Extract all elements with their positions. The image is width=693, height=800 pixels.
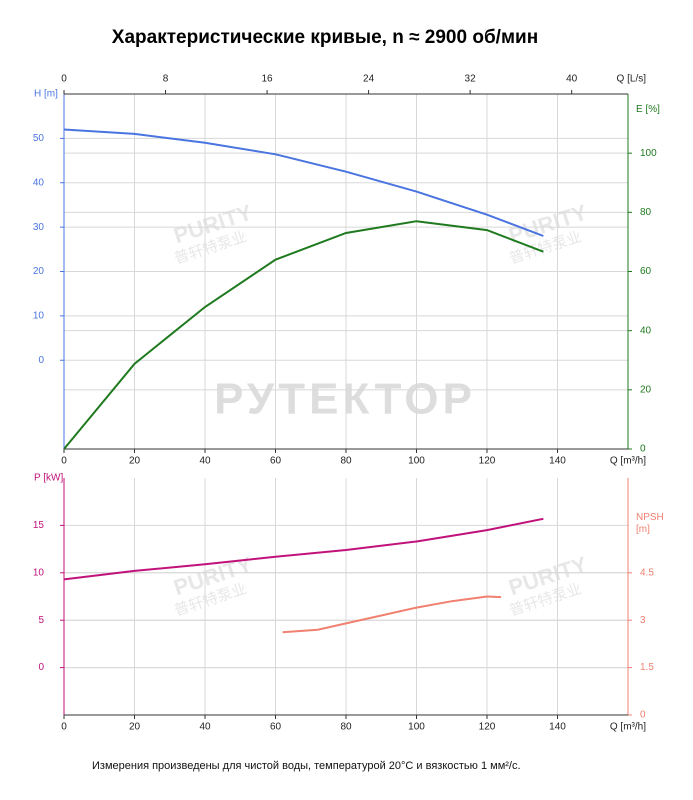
y2-tick-label: 80 [640,207,652,218]
watermark: РУТЕКТОР [214,375,476,424]
y-axis-label: H [m] [34,89,58,100]
x-tick-label: 100 [408,456,425,467]
chart-title: Характеристические кривые, n ≈ 2900 об/м… [112,27,538,48]
footnote: Измерения произведены для чистой воды, т… [92,760,521,772]
y2-tick-label: 40 [640,325,652,336]
y-tick-label: 10 [33,567,45,578]
x2-axis-label: Q [L/s] [617,74,647,85]
x2-tick-label: 24 [363,74,375,85]
x2-tick-label: 40 [566,74,578,85]
x-axis-label: Q [m³/h] [610,722,646,733]
curve [282,595,502,634]
y-tick-label: 5 [38,615,44,626]
x-tick-label: 0 [61,722,67,733]
x2-tick-label: 16 [261,74,273,85]
x-tick-label: 20 [129,456,141,467]
x-axis-label: Q [m³/h] [610,456,646,467]
y-tick-label: 30 [33,222,45,233]
x-tick-label: 120 [479,722,496,733]
y-tick-label: 50 [33,133,45,144]
y2-tick-label: 0 [640,444,646,455]
x-tick-label: 80 [340,456,352,467]
y-tick-label: 0 [38,662,44,673]
x2-tick-label: 0 [61,74,67,85]
x-tick-label: 120 [479,456,496,467]
y2-axis-label: E [%] [636,104,660,115]
y-tick-label: 0 [38,355,44,366]
y-tick-label: 20 [33,266,45,277]
y-tick-label: 10 [33,311,45,322]
x2-tick-label: 8 [163,74,169,85]
y2-tick-label: 3 [640,615,646,626]
y-tick-label: 15 [33,520,45,531]
y2-tick-label: 4.5 [640,567,654,578]
x-tick-label: 140 [549,722,566,733]
x-tick-label: 40 [199,456,211,467]
plot: 0 20 40 60 80 100 120 140 0 8 16 24 32 40 0 10 20 30 40 50 0… [33,74,660,467]
x-tick-label: 140 [549,456,566,467]
x2-tick-label: 32 [465,74,477,85]
curve [63,517,544,581]
x-tick-label: 100 [408,722,425,733]
y2-tick-label: 20 [640,384,652,395]
curve [63,128,544,237]
x-tick-label: 40 [199,722,211,733]
curve [63,220,544,450]
x-tick-label: 0 [61,456,67,467]
x-tick-label: 20 [129,722,141,733]
y2-tick-label: 0 [640,710,646,721]
y2-tick-label: 60 [640,266,652,277]
y-tick-label: 40 [33,177,45,188]
x-tick-label: 80 [340,722,352,733]
x-tick-label: 60 [270,456,282,467]
y-axis-label: P [kW] [34,473,63,484]
y2-tick-label: 100 [640,148,657,159]
y2-tick-label: 1.5 [640,662,654,673]
y2-axis-label: NPSH [m] [636,512,664,535]
plot: 0 20 40 60 80 100 120 140 0 5 10 15 0 1.5 3 4.5 Q [m³/h]… [33,473,654,733]
x-tick-label: 60 [270,722,282,733]
